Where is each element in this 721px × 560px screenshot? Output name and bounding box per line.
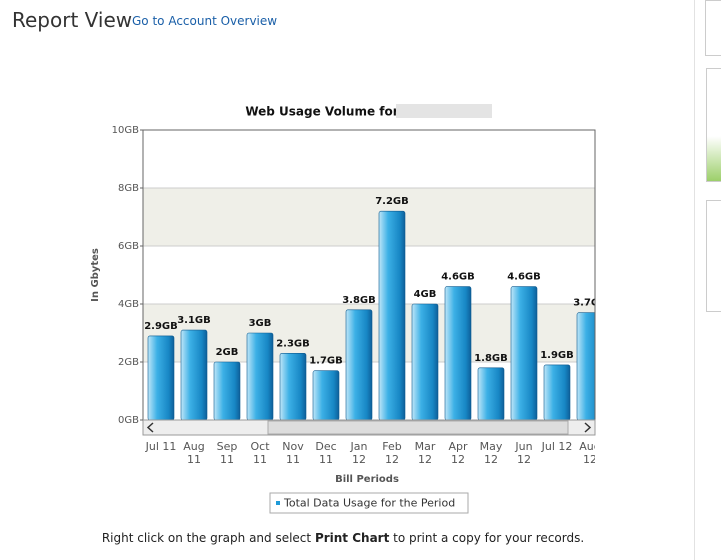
bar (477, 367, 505, 421)
y-tick-label: 4GB (118, 299, 139, 310)
x-tick-label: Apr 12 (448, 440, 468, 466)
bar (378, 210, 406, 421)
sidebar-image (706, 68, 721, 182)
scroll-left[interactable] (146, 422, 154, 433)
legend-swatch (276, 501, 280, 505)
x-tick-label: Aug 12 (579, 440, 595, 466)
data-label: 3.7GB (573, 298, 607, 309)
x-tick-label: Mar 12 (414, 440, 436, 466)
data-label: 1.9GB (540, 350, 574, 361)
x-tick-label: Jul 12 (541, 440, 573, 453)
data-label: 3.8GB (342, 295, 376, 306)
x-tick-label: Dec 11 (315, 440, 337, 466)
sidebar-box (705, 0, 721, 56)
data-label: 4GB (414, 289, 437, 300)
x-tick-label: Sep 11 (216, 440, 238, 466)
bar (312, 370, 340, 421)
overview-link[interactable]: Go to Account Overview (132, 14, 278, 28)
scroll-thumb[interactable] (267, 420, 569, 435)
x-tick-label: Oct 11 (250, 440, 270, 466)
x-tick-label: Nov 11 (282, 440, 304, 466)
bar (543, 364, 571, 421)
data-label: 3GB (249, 318, 272, 329)
scroll-right[interactable] (584, 422, 592, 433)
data-label: 7.2GB (375, 196, 409, 207)
bar (576, 312, 595, 421)
x-tick-label: Feb 12 (382, 440, 402, 466)
y-axis-label: In Gbytes (90, 248, 101, 302)
y-tick-label: 6GB (118, 241, 139, 252)
y-tick-label: 10GB (112, 125, 139, 136)
bar (411, 303, 439, 421)
data-label: 2.3GB (276, 338, 310, 349)
x-tick-label: Jan 12 (350, 440, 368, 466)
data-label: 1.7GB (309, 356, 343, 367)
footer-bold: Print Chart (314, 531, 390, 545)
bar (180, 329, 208, 421)
footer-note: Right click on the graph and select Prin… (0, 531, 686, 545)
data-label: 2.9GB (144, 321, 178, 332)
data-label: 2GB (216, 347, 239, 358)
bar (510, 286, 538, 421)
x-tick-label: Aug 11 (183, 440, 205, 466)
x-axis-label: Bill Periods (335, 474, 399, 485)
bar (246, 332, 274, 421)
footer-text: Right click on the graph and select (101, 531, 315, 545)
y-tick-label: 0GB (118, 415, 139, 426)
x-tick-label: Jun 12 (515, 440, 533, 466)
data-label: 4.6GB (507, 272, 541, 283)
bar (279, 352, 307, 421)
data-label: 1.8GB (474, 353, 508, 364)
data-label: 4.6GB (441, 272, 475, 283)
x-labels: Jul 11 Aug 11 Sep 11 Oct 11 Nov 11 Dec 11 Jan … (143, 440, 595, 470)
sidebar-divider (694, 0, 695, 560)
page-title: Report View (12, 8, 133, 32)
bar (444, 286, 472, 421)
footer-text: to print a copy for your records. (389, 531, 585, 545)
data-label: 3.1GB (177, 315, 211, 326)
bar (147, 335, 175, 421)
legend (269, 492, 469, 514)
x-tick-label: Jul 11 (145, 440, 177, 453)
bar (213, 361, 241, 421)
y-tick-label: 2GB (118, 357, 139, 368)
legend-label: Total Data Usage for the Period (283, 497, 455, 510)
x-tick-label: May 12 (479, 440, 503, 466)
bar (345, 309, 373, 421)
redacted-number (396, 104, 492, 118)
sidebar-panel (706, 200, 721, 312)
grid-band (143, 188, 595, 246)
y-tick-label: 8GB (118, 183, 139, 194)
chart-title: Web Usage Volume for (245, 105, 398, 119)
